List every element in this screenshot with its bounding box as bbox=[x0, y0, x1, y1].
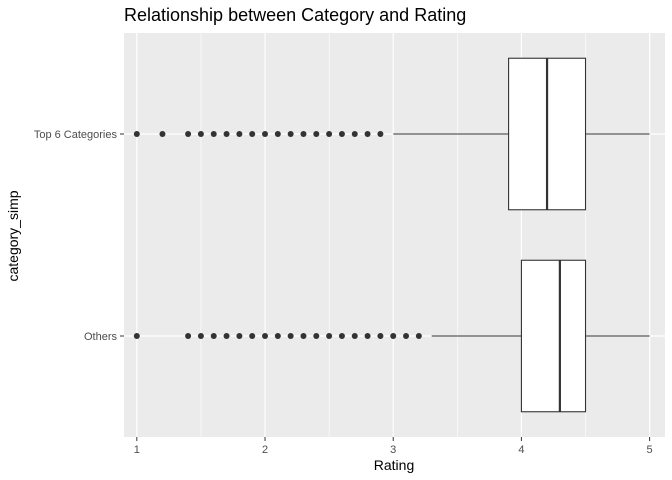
outlier-point bbox=[223, 131, 230, 137]
y-tick-label: Others bbox=[84, 331, 118, 343]
outlier-point bbox=[133, 131, 140, 137]
outlier-point bbox=[236, 333, 243, 339]
outlier-point bbox=[274, 333, 281, 339]
box-group-top-6-categories bbox=[133, 57, 650, 211]
outlier-point bbox=[262, 333, 269, 339]
x-axis-title: Rating bbox=[374, 457, 414, 473]
x-tick-label: 3 bbox=[390, 444, 396, 456]
outlier-point bbox=[351, 131, 358, 137]
outlier-point bbox=[223, 333, 230, 339]
outlier-point bbox=[287, 333, 294, 339]
outlier-point bbox=[236, 131, 243, 137]
outlier-point bbox=[415, 333, 422, 339]
x-axis: 1 2 3 4 5 bbox=[134, 437, 653, 456]
outlier-point bbox=[185, 131, 192, 137]
x-tick-label: 5 bbox=[647, 444, 653, 456]
y-tick-label: Top 6 Categories bbox=[34, 129, 118, 141]
outlier-point bbox=[287, 131, 294, 137]
outlier-point bbox=[377, 131, 384, 137]
outlier-point bbox=[313, 131, 320, 137]
outlier-point bbox=[185, 333, 192, 339]
outlier-point bbox=[159, 131, 166, 137]
outlier-point bbox=[133, 333, 140, 339]
outlier-point bbox=[338, 333, 345, 339]
outlier-point bbox=[210, 131, 217, 137]
outlier-point bbox=[364, 333, 371, 339]
outlier-point bbox=[274, 131, 281, 137]
outlier-point bbox=[326, 131, 333, 137]
outlier-point bbox=[351, 333, 358, 339]
x-tick-label: 2 bbox=[262, 444, 268, 456]
outlier-point bbox=[197, 131, 204, 137]
outlier-point bbox=[326, 333, 333, 339]
outlier-point bbox=[390, 333, 397, 339]
box-group-others bbox=[133, 259, 650, 413]
outlier-point bbox=[364, 131, 371, 137]
box-iqr bbox=[520, 259, 587, 413]
outlier-point bbox=[249, 333, 256, 339]
y-axis: Others Top 6 Categories bbox=[34, 129, 124, 343]
y-axis-title: category_simp bbox=[5, 190, 21, 281]
outlier-point bbox=[300, 333, 307, 339]
boxes-layer bbox=[133, 57, 650, 413]
x-tick-label: 4 bbox=[518, 444, 524, 456]
outlier-point bbox=[300, 131, 307, 137]
chart-title: Relationship between Category and Rating bbox=[124, 5, 466, 25]
outlier-point bbox=[262, 131, 269, 137]
outlier-point bbox=[249, 131, 256, 137]
outlier-point bbox=[338, 131, 345, 137]
outlier-point bbox=[197, 333, 204, 339]
outlier-point bbox=[210, 333, 217, 339]
outlier-point bbox=[377, 333, 384, 339]
x-tick-label: 1 bbox=[134, 444, 140, 456]
outlier-point bbox=[403, 333, 410, 339]
outlier-point bbox=[313, 333, 320, 339]
